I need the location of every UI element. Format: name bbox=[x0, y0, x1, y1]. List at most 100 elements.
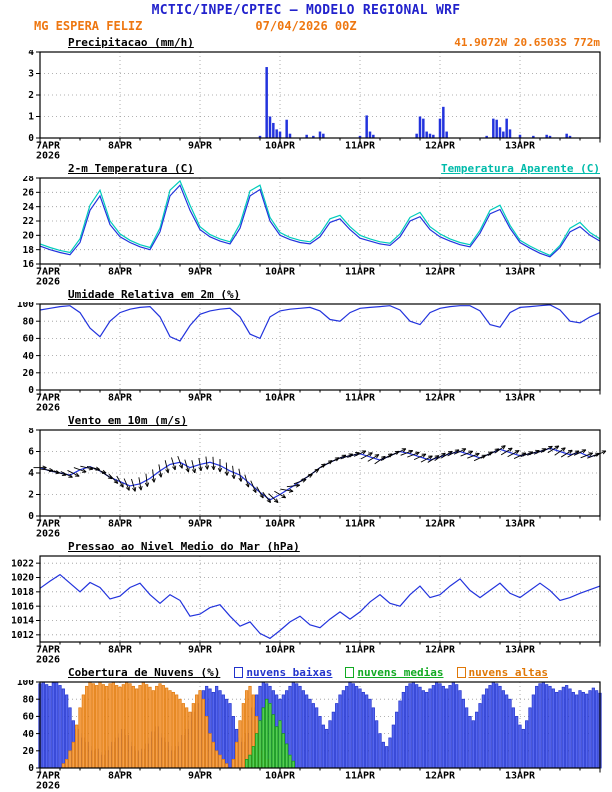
svg-text:0: 0 bbox=[28, 511, 34, 522]
svg-text:11APR: 11APR bbox=[345, 267, 376, 278]
run-datetime: 07/04/2026 00Z bbox=[255, 19, 357, 33]
humidity-title-row: Umidade Relativa em 2m (%) bbox=[0, 288, 612, 302]
svg-text:0: 0 bbox=[28, 385, 34, 396]
svg-text:11APR: 11APR bbox=[345, 393, 376, 404]
svg-text:28: 28 bbox=[23, 176, 35, 184]
svg-text:26: 26 bbox=[23, 188, 35, 199]
wind-chart: 0 2 4 6 8 7APR 8APR 9APR 10APR 11APR 12APR 13APR 202… bbox=[28, 428, 607, 540]
svg-text:2026: 2026 bbox=[36, 529, 60, 540]
svg-text:10APR: 10APR bbox=[265, 645, 296, 656]
svg-text:2026: 2026 bbox=[36, 151, 60, 162]
svg-text:0: 0 bbox=[28, 133, 34, 144]
svg-text:80: 80 bbox=[23, 316, 35, 327]
svg-text:2: 2 bbox=[28, 90, 34, 101]
svg-text:2026: 2026 bbox=[36, 403, 60, 414]
svg-text:10APR: 10APR bbox=[265, 519, 296, 530]
svg-text:11APR: 11APR bbox=[345, 519, 376, 530]
precipitation-chart: 0 1 2 3 4 7APR 8APR 9APR 10APR 11APR 12APR 13APR 202… bbox=[28, 50, 601, 162]
svg-text:2026: 2026 bbox=[36, 277, 60, 288]
svg-text:40: 40 bbox=[23, 351, 35, 362]
svg-text:8APR: 8APR bbox=[108, 393, 133, 404]
precipitation-title: Precipitacao (mm/h) bbox=[68, 36, 194, 49]
svg-text:10APR: 10APR bbox=[265, 267, 296, 278]
svg-text:9APR: 9APR bbox=[188, 645, 213, 656]
clouds-chart: 0 20 40 60 80 100 7APR 8APR 9APR 10APR 11APR 12APR 1… bbox=[17, 680, 602, 792]
svg-text:1016: 1016 bbox=[11, 601, 34, 612]
legend-high-clouds-label: nuvens altas bbox=[468, 666, 548, 679]
clouds-title-row: Cobertura de Nuvens (%) nuvens baixas nu… bbox=[0, 666, 612, 680]
svg-text:9APR: 9APR bbox=[188, 519, 213, 530]
svg-text:12APR: 12APR bbox=[425, 267, 456, 278]
svg-text:80: 80 bbox=[23, 694, 35, 705]
svg-text:12APR: 12APR bbox=[425, 519, 456, 530]
panel-wind: Vento em 10m (m/s) 0 2 4 6 8 7APR 8APR 9APR 10AP… bbox=[0, 414, 612, 540]
svg-text:12APR: 12APR bbox=[425, 393, 456, 404]
pressure-chart: 1012 1014 1016 1018 1020 1022 7APR 8APR 9APR 10AP… bbox=[11, 555, 601, 666]
clouds-title: Cobertura de Nuvens (%) bbox=[68, 666, 221, 679]
panel-clouds: Cobertura de Nuvens (%) nuvens baixas nu… bbox=[0, 666, 612, 792]
svg-text:1022: 1022 bbox=[11, 558, 34, 569]
svg-text:8: 8 bbox=[28, 428, 34, 436]
svg-text:9APR: 9APR bbox=[188, 141, 213, 152]
svg-text:10APR: 10APR bbox=[265, 393, 296, 404]
pressure-title: Pressao ao Nivel Medio do Mar (hPa) bbox=[68, 540, 300, 553]
svg-text:9APR: 9APR bbox=[188, 393, 213, 404]
legend-low-clouds-label: nuvens baixas bbox=[246, 666, 333, 679]
svg-text:7APR: 7APR bbox=[36, 141, 61, 152]
svg-text:4: 4 bbox=[28, 468, 34, 479]
svg-text:13APR: 13APR bbox=[505, 771, 536, 782]
svg-text:100: 100 bbox=[17, 680, 34, 688]
svg-text:13APR: 13APR bbox=[505, 141, 536, 152]
svg-text:9APR: 9APR bbox=[188, 771, 213, 782]
legend-item-low-clouds: nuvens baixas bbox=[234, 666, 332, 679]
svg-text:13APR: 13APR bbox=[505, 267, 536, 278]
svg-text:40: 40 bbox=[23, 729, 35, 740]
svg-text:4: 4 bbox=[28, 50, 34, 58]
svg-text:13APR: 13APR bbox=[505, 645, 536, 656]
svg-text:12APR: 12APR bbox=[425, 141, 456, 152]
high-clouds-swatch-icon bbox=[456, 667, 466, 678]
location-label: 41.9072W 20.6503S 772m bbox=[454, 36, 600, 49]
svg-text:60: 60 bbox=[23, 334, 35, 345]
temperature-chart: 16 18 20 22 24 26 28 7APR 8APR 9APR 10APR 11APR 12AP… bbox=[23, 176, 601, 288]
svg-text:10APR: 10APR bbox=[265, 771, 296, 782]
svg-text:7APR: 7APR bbox=[36, 519, 61, 530]
svg-text:13APR: 13APR bbox=[505, 519, 536, 530]
legend-item-high-clouds: nuvens altas bbox=[456, 666, 548, 679]
low-clouds-swatch-icon bbox=[234, 667, 244, 678]
svg-text:11APR: 11APR bbox=[345, 645, 376, 656]
header-subrow: MG ESPERA FELIZ 07/04/2026 00Z bbox=[0, 18, 612, 34]
svg-text:9APR: 9APR bbox=[188, 267, 213, 278]
svg-text:12APR: 12APR bbox=[425, 771, 456, 782]
model-title: MCTIC/INPE/CPTEC — MODELO REGIONAL WRF bbox=[151, 3, 461, 18]
panel-humidity: Umidade Relativa em 2m (%) 0 20 40 60 80 100 7… bbox=[0, 288, 612, 414]
svg-text:1018: 1018 bbox=[11, 587, 34, 598]
svg-text:7APR: 7APR bbox=[36, 267, 61, 278]
svg-text:3: 3 bbox=[28, 69, 34, 80]
svg-text:8APR: 8APR bbox=[108, 645, 133, 656]
svg-text:1: 1 bbox=[28, 112, 34, 123]
svg-text:20: 20 bbox=[23, 231, 35, 242]
apparent-temperature-label: Temperatura Aparente (C) bbox=[441, 162, 600, 175]
svg-text:7APR: 7APR bbox=[36, 393, 61, 404]
humidity-title: Umidade Relativa em 2m (%) bbox=[68, 288, 241, 301]
svg-text:2: 2 bbox=[28, 490, 34, 501]
panel-pressure: Pressao ao Nivel Medio do Mar (hPa) 1012… bbox=[0, 540, 612, 666]
svg-text:13APR: 13APR bbox=[505, 393, 536, 404]
wind-title-row: Vento em 10m (m/s) bbox=[0, 414, 612, 428]
panel-precipitation: Precipitacao (mm/h) 41.9072W 20.6503S 77… bbox=[0, 36, 612, 162]
svg-text:0: 0 bbox=[28, 763, 34, 774]
pressure-title-row: Pressao ao Nivel Medio do Mar (hPa) bbox=[0, 540, 612, 554]
legend-item-mid-clouds: nuvens medias bbox=[345, 666, 444, 679]
svg-text:100: 100 bbox=[17, 302, 34, 310]
svg-text:6: 6 bbox=[28, 447, 34, 458]
svg-text:11APR: 11APR bbox=[345, 141, 376, 152]
svg-text:60: 60 bbox=[23, 712, 35, 723]
wind-title: Vento em 10m (m/s) bbox=[68, 414, 188, 427]
svg-text:2026: 2026 bbox=[36, 655, 60, 666]
clouds-legend: nuvens baixas nuvens medias nuvens altas bbox=[234, 666, 548, 679]
svg-text:20: 20 bbox=[23, 746, 35, 757]
svg-text:8APR: 8APR bbox=[108, 141, 133, 152]
panel-temperature: 2-m Temperatura (C) Temperatura Aparente… bbox=[0, 162, 612, 288]
